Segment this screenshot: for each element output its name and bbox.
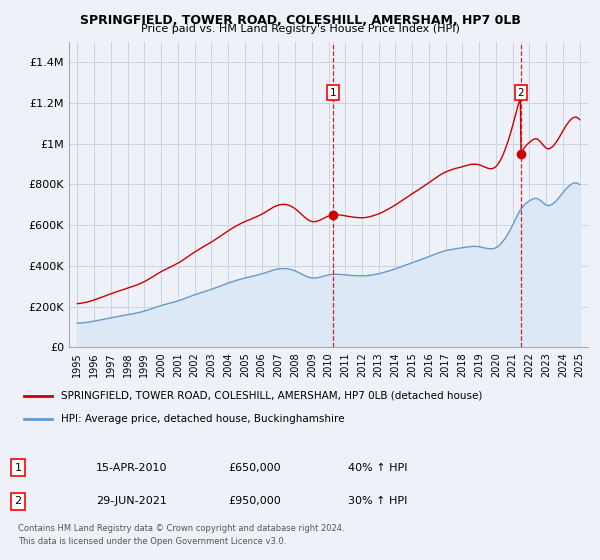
Text: Contains HM Land Registry data © Crown copyright and database right 2024.: Contains HM Land Registry data © Crown c… bbox=[18, 524, 344, 533]
Text: HPI: Average price, detached house, Buckinghamshire: HPI: Average price, detached house, Buck… bbox=[61, 414, 344, 424]
Text: £650,000: £650,000 bbox=[228, 463, 281, 473]
Text: 2: 2 bbox=[14, 496, 22, 506]
Text: SPRINGFIELD, TOWER ROAD, COLESHILL, AMERSHAM, HP7 0LB: SPRINGFIELD, TOWER ROAD, COLESHILL, AMER… bbox=[80, 14, 520, 27]
Text: 30% ↑ HPI: 30% ↑ HPI bbox=[348, 496, 407, 506]
Text: This data is licensed under the Open Government Licence v3.0.: This data is licensed under the Open Gov… bbox=[18, 537, 286, 546]
Text: 1: 1 bbox=[330, 88, 337, 98]
Text: 2: 2 bbox=[518, 88, 524, 98]
Text: SPRINGFIELD, TOWER ROAD, COLESHILL, AMERSHAM, HP7 0LB (detached house): SPRINGFIELD, TOWER ROAD, COLESHILL, AMER… bbox=[61, 391, 482, 401]
Text: 1: 1 bbox=[14, 463, 22, 473]
Text: 29-JUN-2021: 29-JUN-2021 bbox=[96, 496, 167, 506]
Text: Price paid vs. HM Land Registry's House Price Index (HPI): Price paid vs. HM Land Registry's House … bbox=[140, 24, 460, 34]
Text: £950,000: £950,000 bbox=[228, 496, 281, 506]
Text: 15-APR-2010: 15-APR-2010 bbox=[96, 463, 167, 473]
Text: 40% ↑ HPI: 40% ↑ HPI bbox=[348, 463, 407, 473]
